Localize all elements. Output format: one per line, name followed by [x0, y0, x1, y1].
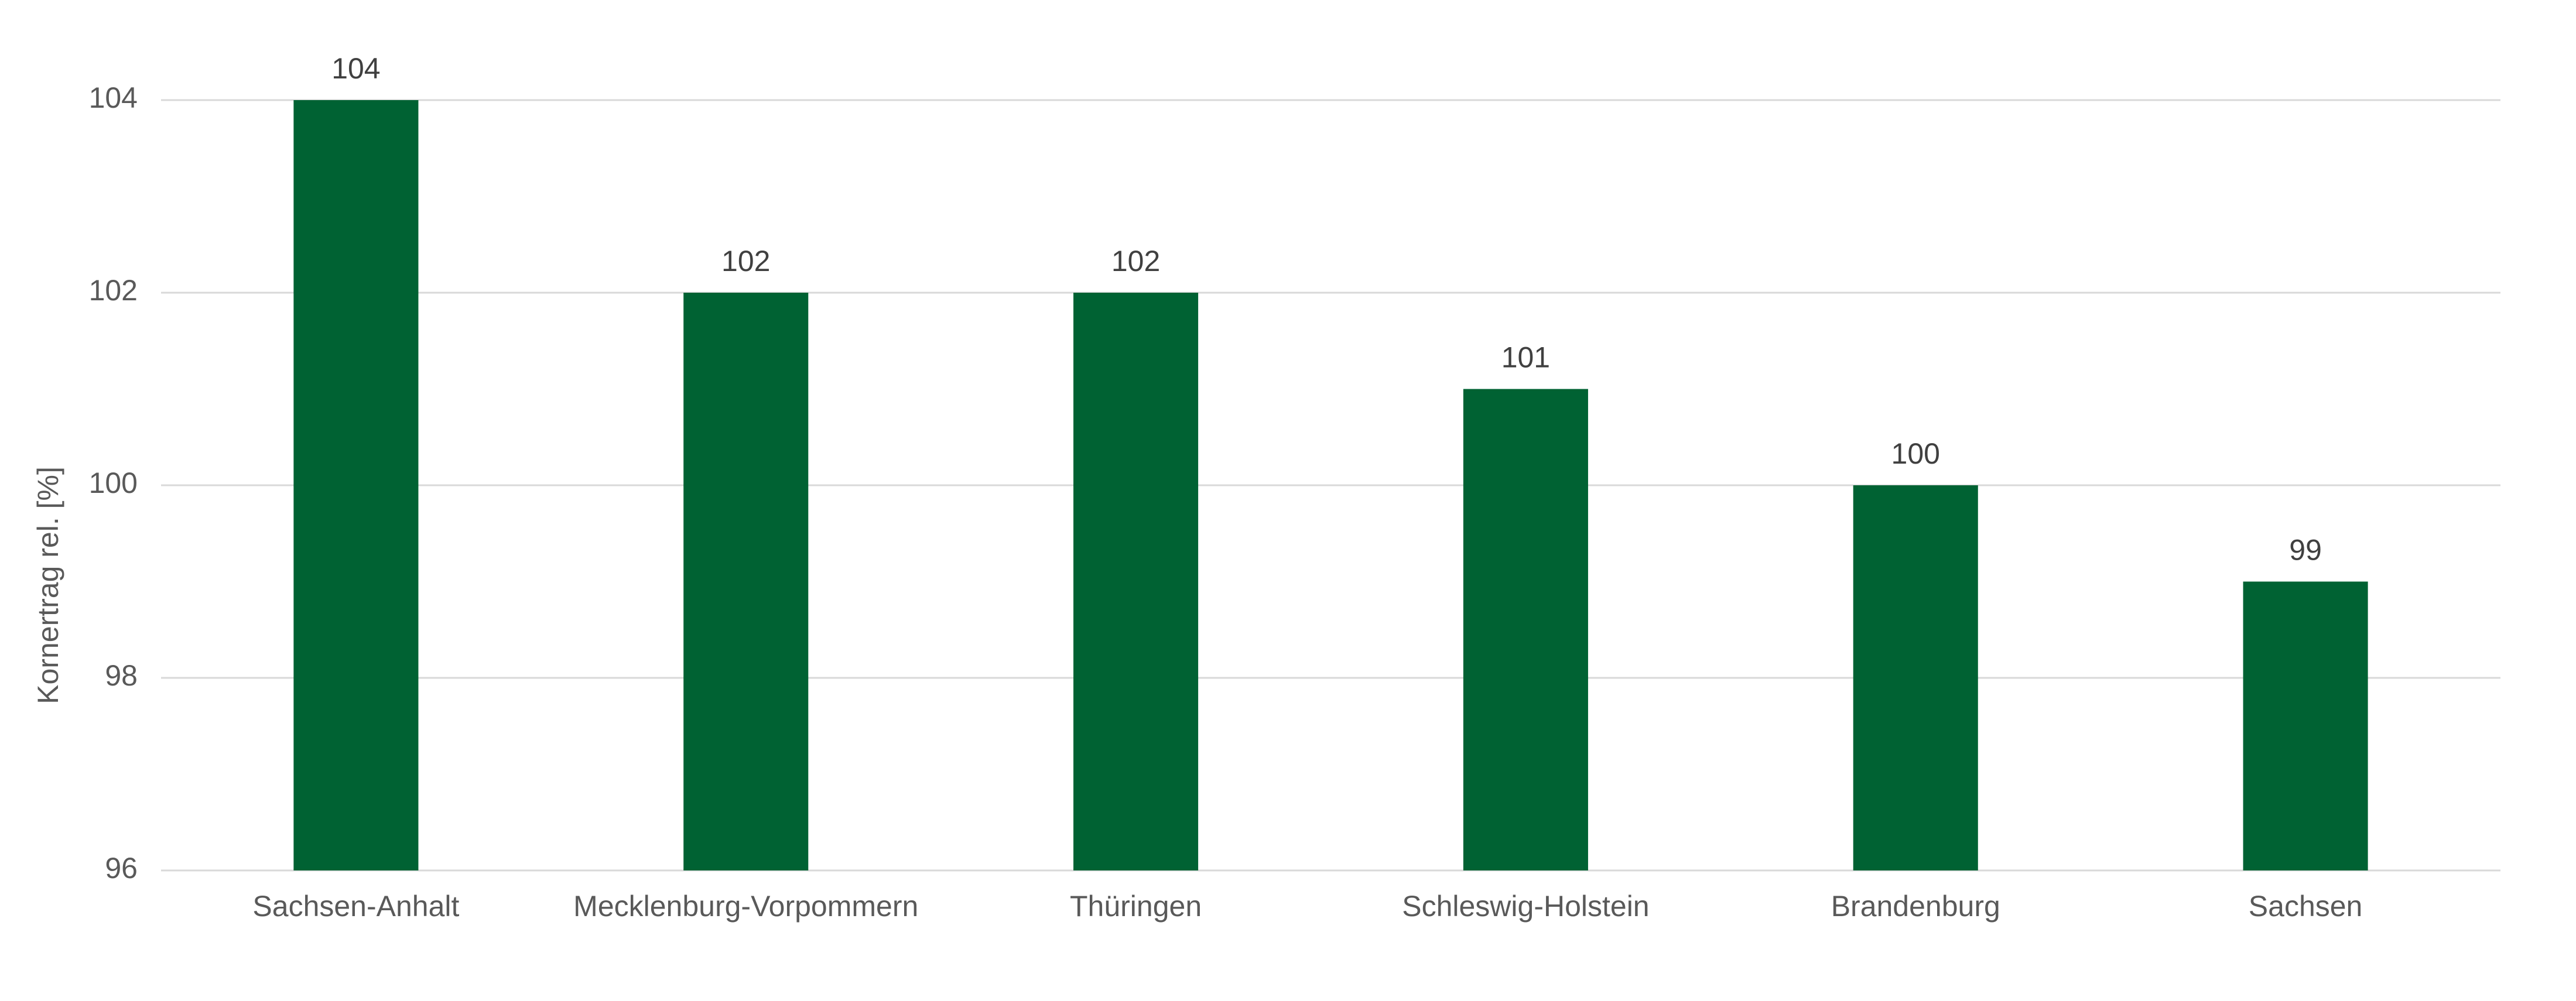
data-label: 102	[1111, 245, 1160, 277]
y-tick-label: 104	[89, 81, 138, 114]
data-label: 101	[1501, 341, 1550, 374]
bar	[1073, 293, 1199, 870]
bar	[683, 293, 809, 870]
y-tick-label: 102	[89, 274, 138, 307]
bar	[1463, 389, 1588, 870]
bar	[2243, 581, 2368, 870]
x-tick-label: Sachsen	[2249, 890, 2363, 923]
y-tick-label: 96	[105, 852, 138, 885]
x-tick-label: Schleswig-Holstein	[1402, 890, 1649, 923]
data-label: 99	[2289, 534, 2322, 567]
y-tick-label: 98	[105, 659, 138, 692]
bar	[1853, 485, 1978, 870]
y-tick-label: 100	[89, 467, 138, 499]
data-label: 100	[1891, 437, 1940, 470]
x-tick-label: Brandenburg	[1831, 890, 2000, 923]
data-label: 104	[331, 52, 380, 85]
x-tick-label: Sachsen-Anhalt	[252, 890, 459, 923]
data-label: 102	[721, 245, 770, 277]
bar	[293, 100, 419, 870]
x-tick-label: Mecklenburg-Vorpommern	[573, 890, 918, 923]
x-tick-label: Thüringen	[1070, 890, 1202, 923]
y-axis-label: Kornertrag rel. [%]	[32, 467, 64, 704]
